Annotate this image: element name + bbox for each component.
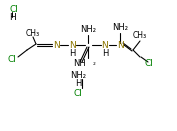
Text: CH₃: CH₃: [133, 31, 147, 40]
Text: NH₂: NH₂: [70, 70, 86, 80]
Text: H: H: [9, 13, 16, 23]
Text: Cl: Cl: [74, 89, 82, 97]
Text: N: N: [69, 40, 75, 50]
Text: ₂: ₂: [93, 60, 96, 66]
Text: Cl: Cl: [9, 6, 18, 15]
Text: N: N: [102, 40, 108, 50]
Text: NH: NH: [74, 59, 86, 67]
Text: NH₂: NH₂: [112, 23, 128, 32]
Text: H: H: [69, 48, 75, 58]
Text: CH₃: CH₃: [26, 29, 40, 39]
Text: H: H: [102, 48, 108, 58]
Text: Cl: Cl: [7, 56, 16, 64]
Text: N: N: [53, 40, 59, 50]
Text: NH₂: NH₂: [80, 26, 96, 34]
Text: Cl: Cl: [145, 59, 153, 67]
Text: N: N: [117, 40, 123, 50]
Text: H: H: [75, 80, 81, 89]
